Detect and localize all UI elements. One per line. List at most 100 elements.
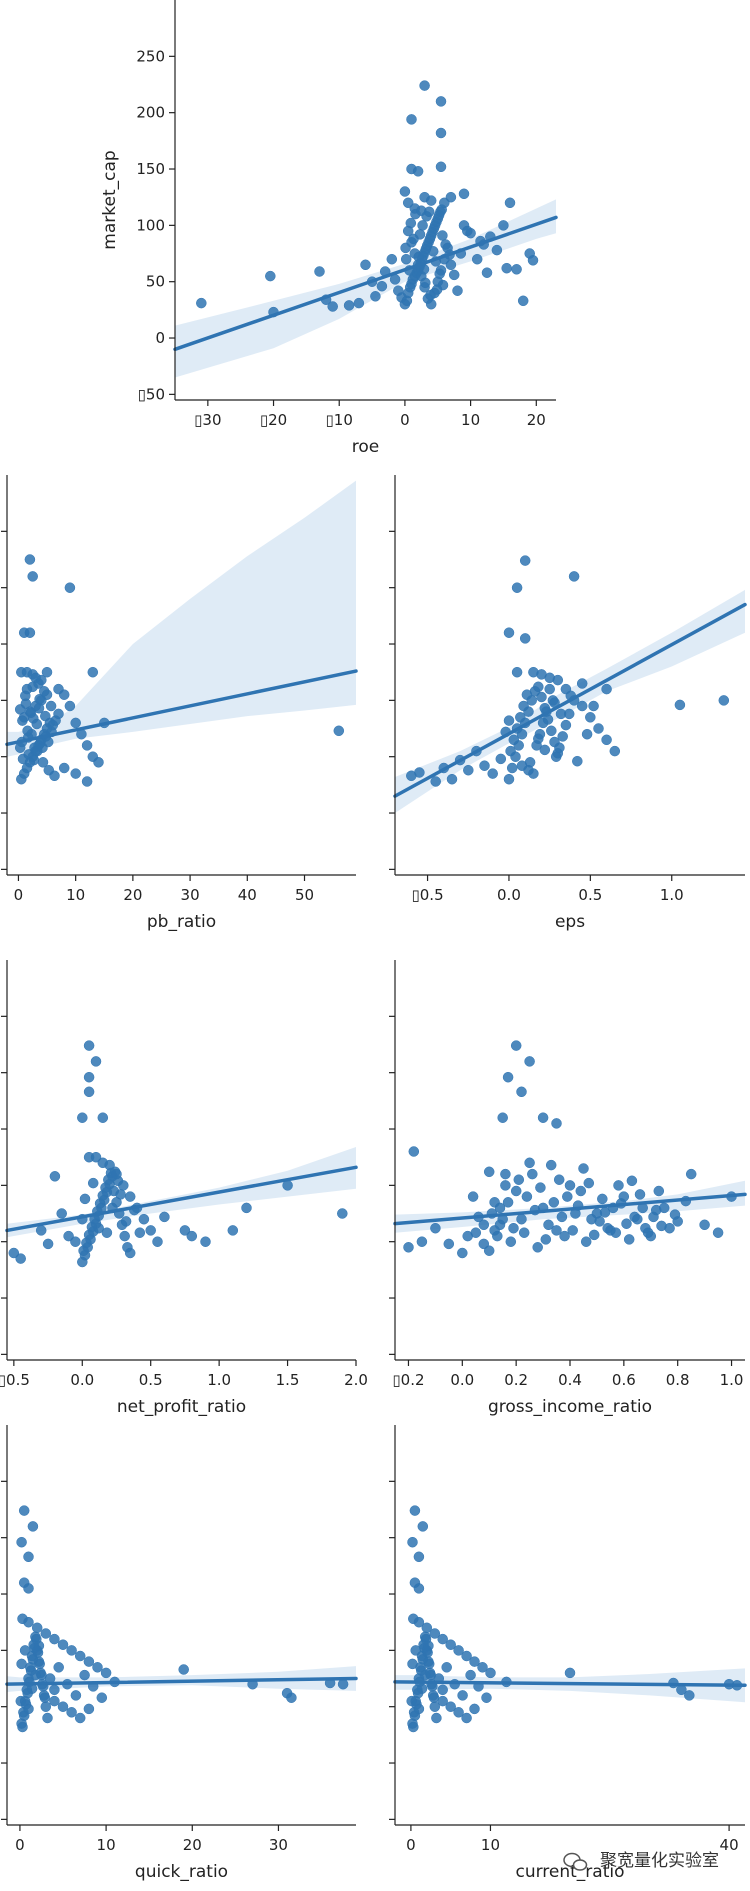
x-tick-label: 0 <box>400 411 410 429</box>
scatter-point <box>417 220 428 231</box>
regression-line <box>5 1676 358 1686</box>
scatter-point <box>96 1692 108 1703</box>
scatter-point <box>515 712 526 723</box>
scatter-point <box>551 1225 562 1236</box>
x-tick-label: 20 <box>123 886 142 904</box>
scatter-point <box>265 270 276 282</box>
scatter-point <box>648 1211 659 1223</box>
scatter-point <box>353 297 365 309</box>
scatter-point <box>81 740 93 751</box>
scatter-point <box>431 1712 442 1724</box>
scatter-point <box>14 742 26 753</box>
scatter-point <box>430 776 441 787</box>
x-axis-label: current_ratio <box>515 1862 624 1882</box>
scatter-point <box>503 715 515 726</box>
scatter-point <box>409 1505 421 1516</box>
scatter-point <box>423 1640 434 1652</box>
scatter-point <box>501 262 512 274</box>
scatter-point <box>42 1712 53 1724</box>
scatter-point <box>120 1216 132 1227</box>
scatter-point <box>597 1193 608 1205</box>
scatter-point <box>469 1656 480 1667</box>
scatter-point <box>370 291 381 302</box>
scatter-point <box>664 1222 675 1234</box>
scatter-point <box>49 770 60 782</box>
regression-line <box>5 1165 358 1233</box>
scatter-point <box>519 633 531 644</box>
x-tick-label: 50 <box>295 886 314 904</box>
scatter-point <box>104 1159 115 1171</box>
scatter-point <box>553 1174 565 1185</box>
scatter-point <box>16 1536 27 1548</box>
scatter-points <box>406 555 730 787</box>
scatter-point <box>629 1211 640 1223</box>
scatter-point <box>430 1222 441 1234</box>
scatter-point <box>30 1669 41 1681</box>
scatter-point <box>413 251 424 263</box>
scatter-point <box>642 1227 654 1238</box>
scatter-point <box>485 1667 496 1679</box>
scatter-point <box>601 683 612 695</box>
scatter-point <box>527 255 539 266</box>
scatter-point <box>453 1707 464 1718</box>
scatter-point <box>429 1628 441 1639</box>
regression-line <box>393 602 747 798</box>
scatter-point <box>79 1669 90 1681</box>
scatter-point <box>386 253 398 265</box>
scatter-point <box>495 753 507 765</box>
scatter-points <box>196 80 539 318</box>
x-tick-label: 10 <box>461 411 480 429</box>
scatter-point <box>406 1695 417 1707</box>
scatter-point <box>505 1236 517 1247</box>
scatter-point <box>159 1211 170 1223</box>
scatter-point <box>416 1683 428 1694</box>
panel-6: 0 10 20 30 quick_ratio <box>1 1425 358 1882</box>
regression-line <box>5 669 358 747</box>
y-tick-label: 150 <box>136 160 165 178</box>
scatter-point <box>406 114 417 125</box>
scatter-point <box>337 1208 348 1219</box>
scatter-point <box>421 1622 433 1634</box>
scatter-point <box>196 297 207 309</box>
x-tick-label: 2.0 <box>344 1371 368 1389</box>
scatter-point <box>227 1225 239 1236</box>
scatter-point <box>40 1701 52 1712</box>
scatter-point <box>17 715 28 726</box>
scatter-points <box>14 554 345 787</box>
scatter-point <box>93 1222 104 1234</box>
scatter-point <box>407 1536 418 1548</box>
x-tick-label: 0.0 <box>497 886 521 904</box>
scatter-point <box>621 1218 632 1229</box>
scatter-point <box>588 1229 600 1241</box>
x-tick-label: 1.5 <box>276 1371 300 1389</box>
scatter-point <box>685 1168 697 1180</box>
x-tick-label: 0.6 <box>612 1371 636 1389</box>
scatter-point <box>53 708 64 720</box>
scatter-point <box>465 227 476 239</box>
scatter-point <box>416 1236 428 1247</box>
scatter-point <box>53 1662 64 1673</box>
y-tick-label: ▯50 <box>138 385 165 403</box>
scatter-point <box>601 734 612 746</box>
scatter-point <box>560 719 572 731</box>
scatter-point <box>423 1658 435 1670</box>
scatter-point <box>405 217 417 229</box>
scatter-point <box>15 1695 27 1707</box>
scatter-point <box>63 1230 74 1242</box>
scatter-point <box>45 700 57 712</box>
scatter-point <box>138 1213 150 1225</box>
scatter-point <box>413 1551 425 1563</box>
scatter-point <box>594 1216 605 1227</box>
scatter-point <box>419 1669 431 1681</box>
scatter-point <box>83 1040 95 1051</box>
scatter-point <box>503 773 515 785</box>
scatter-point <box>413 1703 425 1715</box>
scatter-point <box>505 745 516 757</box>
scatter-point <box>623 1234 635 1245</box>
scatter-point <box>610 1227 622 1238</box>
scatter-point <box>406 770 417 782</box>
scatter-point <box>471 253 483 265</box>
x-tick-label: ▯0.5 <box>412 886 444 904</box>
scatter-point <box>524 1056 535 1067</box>
